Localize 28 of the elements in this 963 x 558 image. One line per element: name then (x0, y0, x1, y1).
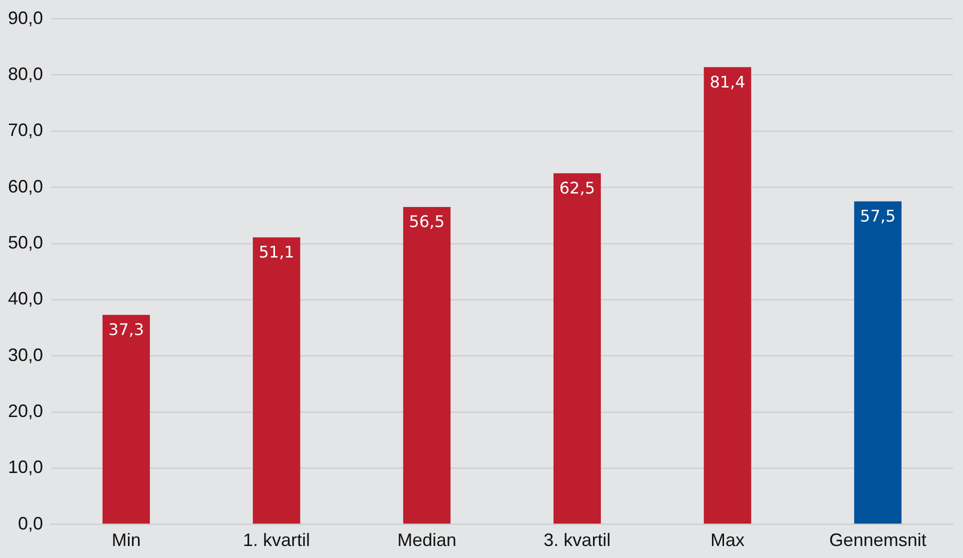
x-tick-label: 3. kvartil (544, 530, 611, 550)
y-tick-label: 40,0 (8, 288, 44, 309)
bar (854, 201, 902, 524)
bar (704, 67, 752, 524)
y-tick-label: 90,0 (8, 8, 44, 28)
y-tick-label: 0,0 (18, 513, 44, 534)
x-tick-label: 1. kvartil (243, 530, 310, 550)
y-tick-label: 30,0 (8, 344, 44, 365)
x-tick-label: Min (112, 530, 141, 550)
y-tick-label: 50,0 (8, 232, 44, 252)
bar (554, 173, 601, 524)
y-tick-label: 60,0 (8, 176, 44, 196)
x-tick-label: Median (397, 530, 456, 550)
bar (252, 237, 300, 524)
data-label: 51,1 (258, 242, 294, 262)
data-label: 81,4 (710, 72, 746, 92)
data-label: 56,5 (409, 212, 445, 232)
x-tick-label: Max (710, 530, 745, 550)
bar (403, 206, 451, 524)
y-tick-label: 70,0 (8, 120, 44, 140)
data-label: 37,3 (108, 320, 144, 340)
x-tick-label: Gennemsnit (829, 530, 926, 550)
y-tick-label: 80,0 (8, 64, 44, 84)
y-tick-label: 10,0 (8, 457, 44, 478)
data-label: 57,5 (860, 206, 896, 226)
data-label: 62,5 (559, 178, 595, 198)
y-tick-label: 20,0 (8, 401, 44, 422)
bar (102, 314, 150, 524)
